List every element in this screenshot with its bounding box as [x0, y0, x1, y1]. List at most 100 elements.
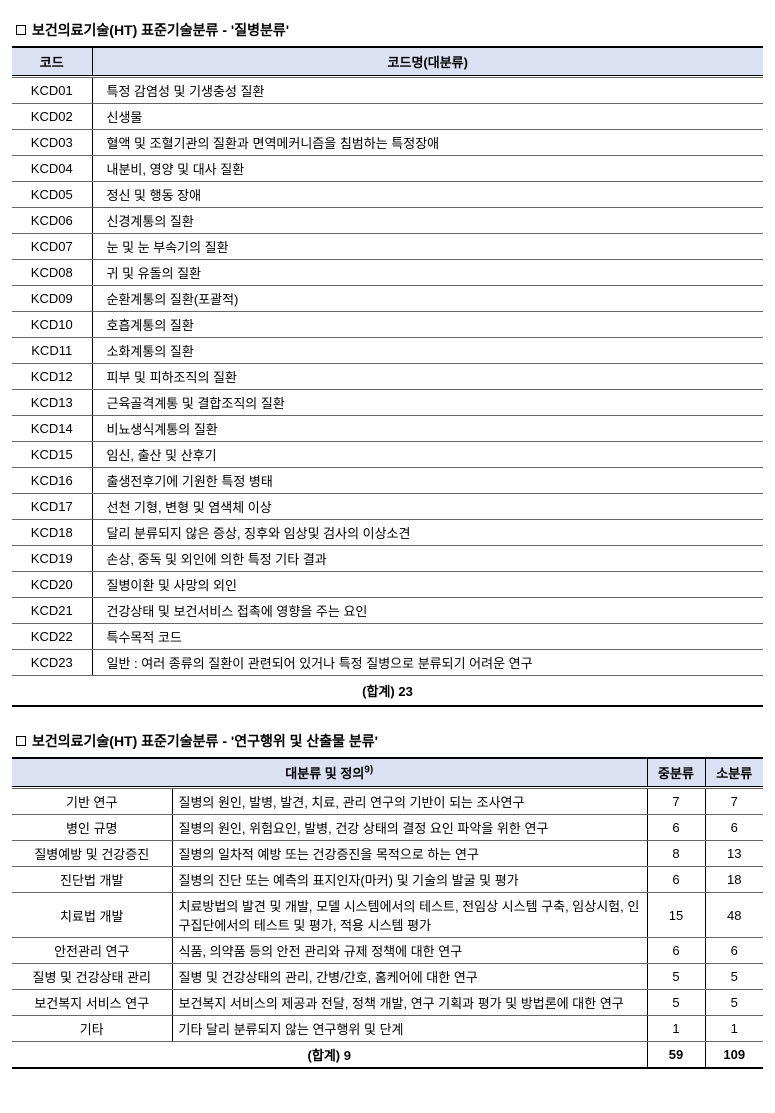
category-cell: 보건복지 서비스 연구 [12, 990, 172, 1016]
table-row: KCD13근육골격계통 및 결합조직의 질환 [12, 390, 763, 416]
name-cell: 귀 및 유돌의 질환 [92, 260, 763, 286]
table-row: KCD19손상, 중독 및 외인에 의한 특정 기타 결과 [12, 546, 763, 572]
research-classification-table: 대분류 및 정의9) 중분류 소분류 기반 연구질병의 원인, 발병, 발견, … [12, 757, 763, 1069]
table2-total-mid: 59 [647, 1042, 705, 1069]
table-row: KCD17선천 기형, 변형 및 염색체 이상 [12, 494, 763, 520]
table-row: KCD02신생물 [12, 104, 763, 130]
table-row: KCD10호흡계통의 질환 [12, 312, 763, 338]
title1-prefix: 보건의료기술(HT) 표준기술분류 - ' [32, 22, 234, 38]
table-row: KCD12피부 및 피하조직의 질환 [12, 364, 763, 390]
mid-cell: 6 [647, 938, 705, 964]
name-cell: 손상, 중독 및 외인에 의한 특정 기타 결과 [92, 546, 763, 572]
code-cell: KCD20 [12, 572, 92, 598]
small-cell: 18 [705, 867, 763, 893]
mid-cell: 6 [647, 867, 705, 893]
table-row: 질병 및 건강상태 관리질병 및 건강상태의 관리, 간병/간호, 홈케어에 대… [12, 964, 763, 990]
code-cell: KCD04 [12, 156, 92, 182]
definition-cell: 질병의 일차적 예방 또는 건강증진을 목적으로 하는 연구 [172, 841, 647, 867]
table-row: 치료법 개발치료방법의 발견 및 개발, 모델 시스템에서의 테스트, 전임상 … [12, 893, 763, 938]
definition-cell: 기타 달리 분류되지 않는 연구행위 및 단계 [172, 1016, 647, 1042]
small-cell: 6 [705, 938, 763, 964]
name-cell: 특수목적 코드 [92, 624, 763, 650]
table-row: KCD05정신 및 행동 장애 [12, 182, 763, 208]
th-code: 코드 [12, 47, 92, 76]
definition-cell: 보건복지 서비스의 제공과 전달, 정책 개발, 연구 기획과 평가 및 방법론… [172, 990, 647, 1016]
category-cell: 치료법 개발 [12, 893, 172, 938]
name-cell: 눈 및 눈 부속기의 질환 [92, 234, 763, 260]
name-cell: 근육골격계통 및 결합조직의 질환 [92, 390, 763, 416]
table-row: 기반 연구질병의 원인, 발병, 발견, 치료, 관리 연구의 기반이 되는 조… [12, 789, 763, 815]
code-cell: KCD19 [12, 546, 92, 572]
mid-cell: 15 [647, 893, 705, 938]
table-row: KCD07눈 및 눈 부속기의 질환 [12, 234, 763, 260]
name-cell: 내분비, 영양 및 대사 질환 [92, 156, 763, 182]
code-cell: KCD08 [12, 260, 92, 286]
code-cell: KCD10 [12, 312, 92, 338]
table-row: KCD16출생전후기에 기원한 특정 병태 [12, 468, 763, 494]
table-row: KCD06신경계통의 질환 [12, 208, 763, 234]
small-cell: 1 [705, 1016, 763, 1042]
mid-cell: 1 [647, 1016, 705, 1042]
table-row: 보건복지 서비스 연구보건복지 서비스의 제공과 전달, 정책 개발, 연구 기… [12, 990, 763, 1016]
bullet-icon [16, 736, 26, 746]
code-cell: KCD11 [12, 338, 92, 364]
name-cell: 순환계통의 질환(포괄적) [92, 286, 763, 312]
name-cell: 신생물 [92, 104, 763, 130]
table-row: KCD23일반 : 여러 종류의 질환이 관련되어 있거나 특정 질병으로 분류… [12, 650, 763, 676]
table-row: 병인 규명질병의 원인, 위험요인, 발병, 건강 상태의 결정 요인 파악을 … [12, 815, 763, 841]
name-cell: 질병이환 및 사망의 외인 [92, 572, 763, 598]
code-cell: KCD09 [12, 286, 92, 312]
code-cell: KCD02 [12, 104, 92, 130]
table-row: KCD20질병이환 및 사망의 외인 [12, 572, 763, 598]
table1-total: (합계) 23 [12, 676, 763, 707]
title2-prefix: 보건의료기술(HT) 표준기술분류 - ' [32, 733, 234, 749]
definition-cell: 질병 및 건강상태의 관리, 간병/간호, 홈케어에 대한 연구 [172, 964, 647, 990]
table-row: KCD03혈액 및 조혈기관의 질환과 면역메커니즘을 침범하는 특정장애 [12, 130, 763, 156]
table-row: KCD18달리 분류되지 않은 증상, 징후와 임상및 검사의 이상소견 [12, 520, 763, 546]
th-main: 대분류 및 정의9) [12, 758, 647, 787]
definition-cell: 치료방법의 발견 및 개발, 모델 시스템에서의 테스트, 전임상 시스템 구축… [172, 893, 647, 938]
category-cell: 질병예방 및 건강증진 [12, 841, 172, 867]
name-cell: 선천 기형, 변형 및 염색체 이상 [92, 494, 763, 520]
th-small: 소분류 [705, 758, 763, 787]
definition-cell: 질병의 원인, 위험요인, 발병, 건강 상태의 결정 요인 파악을 위한 연구 [172, 815, 647, 841]
name-cell: 피부 및 피하조직의 질환 [92, 364, 763, 390]
mid-cell: 5 [647, 990, 705, 1016]
table2-total-small: 109 [705, 1042, 763, 1069]
code-cell: KCD15 [12, 442, 92, 468]
name-cell: 건강상태 및 보건서비스 접촉에 영향을 주는 요인 [92, 598, 763, 624]
code-cell: KCD23 [12, 650, 92, 676]
name-cell: 달리 분류되지 않은 증상, 징후와 임상및 검사의 이상소견 [92, 520, 763, 546]
table-row: KCD22특수목적 코드 [12, 624, 763, 650]
name-cell: 비뇨생식계통의 질환 [92, 416, 763, 442]
code-cell: KCD13 [12, 390, 92, 416]
definition-cell: 질병의 원인, 발병, 발견, 치료, 관리 연구의 기반이 되는 조사연구 [172, 789, 647, 815]
table-row: 안전관리 연구식품, 의약품 등의 안전 관리와 규제 정책에 대한 연구66 [12, 938, 763, 964]
category-cell: 질병 및 건강상태 관리 [12, 964, 172, 990]
table-row: KCD09순환계통의 질환(포괄적) [12, 286, 763, 312]
table-row: 기타기타 달리 분류되지 않는 연구행위 및 단계11 [12, 1016, 763, 1042]
code-cell: KCD12 [12, 364, 92, 390]
table-row: KCD01특정 감염성 및 기생충성 질환 [12, 78, 763, 104]
table1-title: 보건의료기술(HT) 표준기술분류 - '질병분류' [12, 20, 763, 40]
category-cell: 기타 [12, 1016, 172, 1042]
code-cell: KCD17 [12, 494, 92, 520]
category-cell: 진단법 개발 [12, 867, 172, 893]
title1-suffix: 질병분류' [234, 22, 289, 38]
name-cell: 혈액 및 조혈기관의 질환과 면역메커니즘을 침범하는 특정장애 [92, 130, 763, 156]
code-cell: KCD21 [12, 598, 92, 624]
th-mid: 중분류 [647, 758, 705, 787]
name-cell: 소화계통의 질환 [92, 338, 763, 364]
definition-cell: 질병의 진단 또는 예측의 표지인자(마커) 및 기술의 발굴 및 평가 [172, 867, 647, 893]
table-row: KCD14비뇨생식계통의 질환 [12, 416, 763, 442]
table-row: KCD15임신, 출산 및 산후기 [12, 442, 763, 468]
category-cell: 기반 연구 [12, 789, 172, 815]
name-cell: 임신, 출산 및 산후기 [92, 442, 763, 468]
name-cell: 신경계통의 질환 [92, 208, 763, 234]
title2-suffix: 연구행위 및 산출물 분류' [234, 733, 378, 749]
table-row: 질병예방 및 건강증진질병의 일차적 예방 또는 건강증진을 목적으로 하는 연… [12, 841, 763, 867]
category-cell: 안전관리 연구 [12, 938, 172, 964]
code-cell: KCD01 [12, 78, 92, 104]
code-cell: KCD03 [12, 130, 92, 156]
table2-total-label: (합계) 9 [12, 1042, 647, 1069]
